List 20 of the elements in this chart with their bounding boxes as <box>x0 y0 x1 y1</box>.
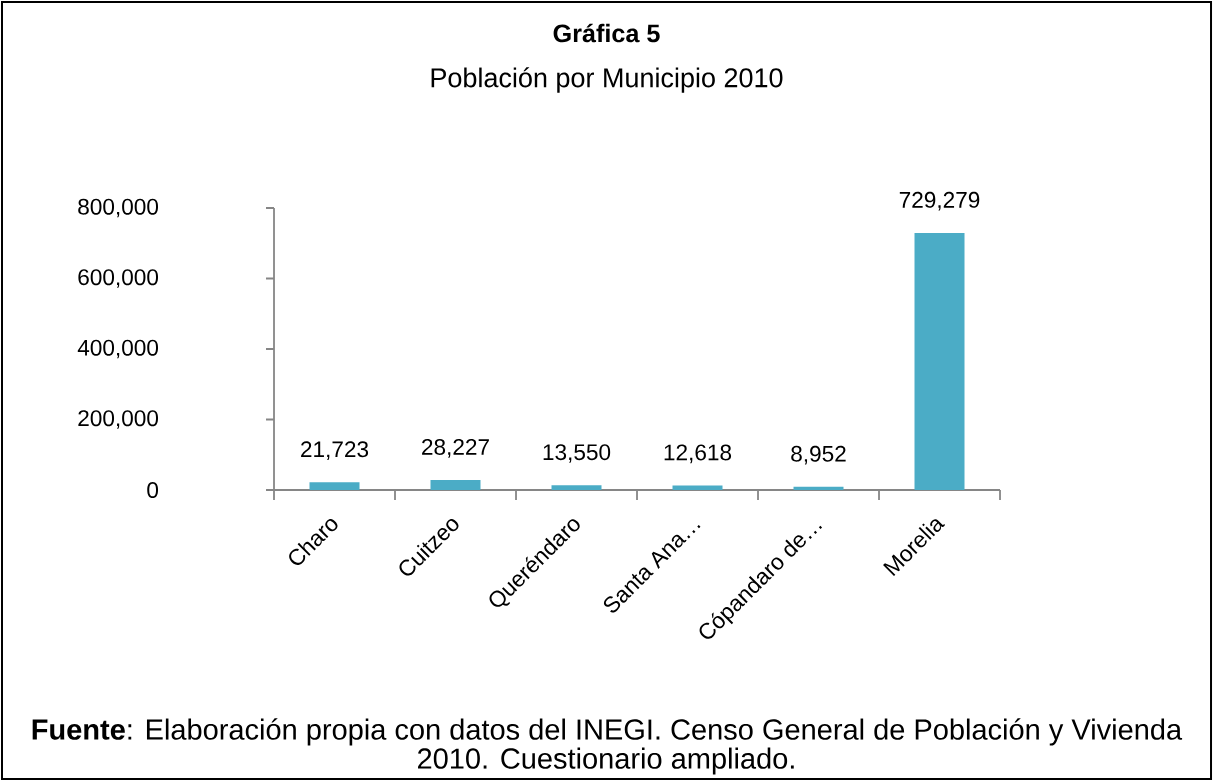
y-tick-label: 200,000 <box>78 410 159 429</box>
data-label: 13,550 <box>543 444 611 463</box>
y-tick-label: 0 <box>147 482 159 498</box>
data-label: 729,279 <box>899 191 980 211</box>
data-label: 21,723 <box>301 441 369 460</box>
bar <box>914 232 965 490</box>
data-label: 12,618 <box>664 444 732 464</box>
data-label: 8,952 <box>791 445 846 465</box>
y-tick-label: 800,000 <box>78 198 159 218</box>
bar <box>551 485 602 490</box>
text: Fuente: Elaboración propia con datos del INEGI. Censo General de Población y Vivienda 2010. Cuestionario ampliado. <box>32 718 1183 775</box>
bar <box>672 485 723 490</box>
bar <box>430 480 481 490</box>
bar <box>309 482 360 490</box>
chart-subtitle: Población por Municipio 2010 <box>431 67 783 93</box>
bar <box>793 486 844 490</box>
y-tick-label: 400,000 <box>77 339 159 359</box>
data-label: 28,227 <box>422 438 489 458</box>
chart-title: Gráfica 5 <box>553 23 660 43</box>
y-tick-label: 600,000 <box>78 269 159 288</box>
